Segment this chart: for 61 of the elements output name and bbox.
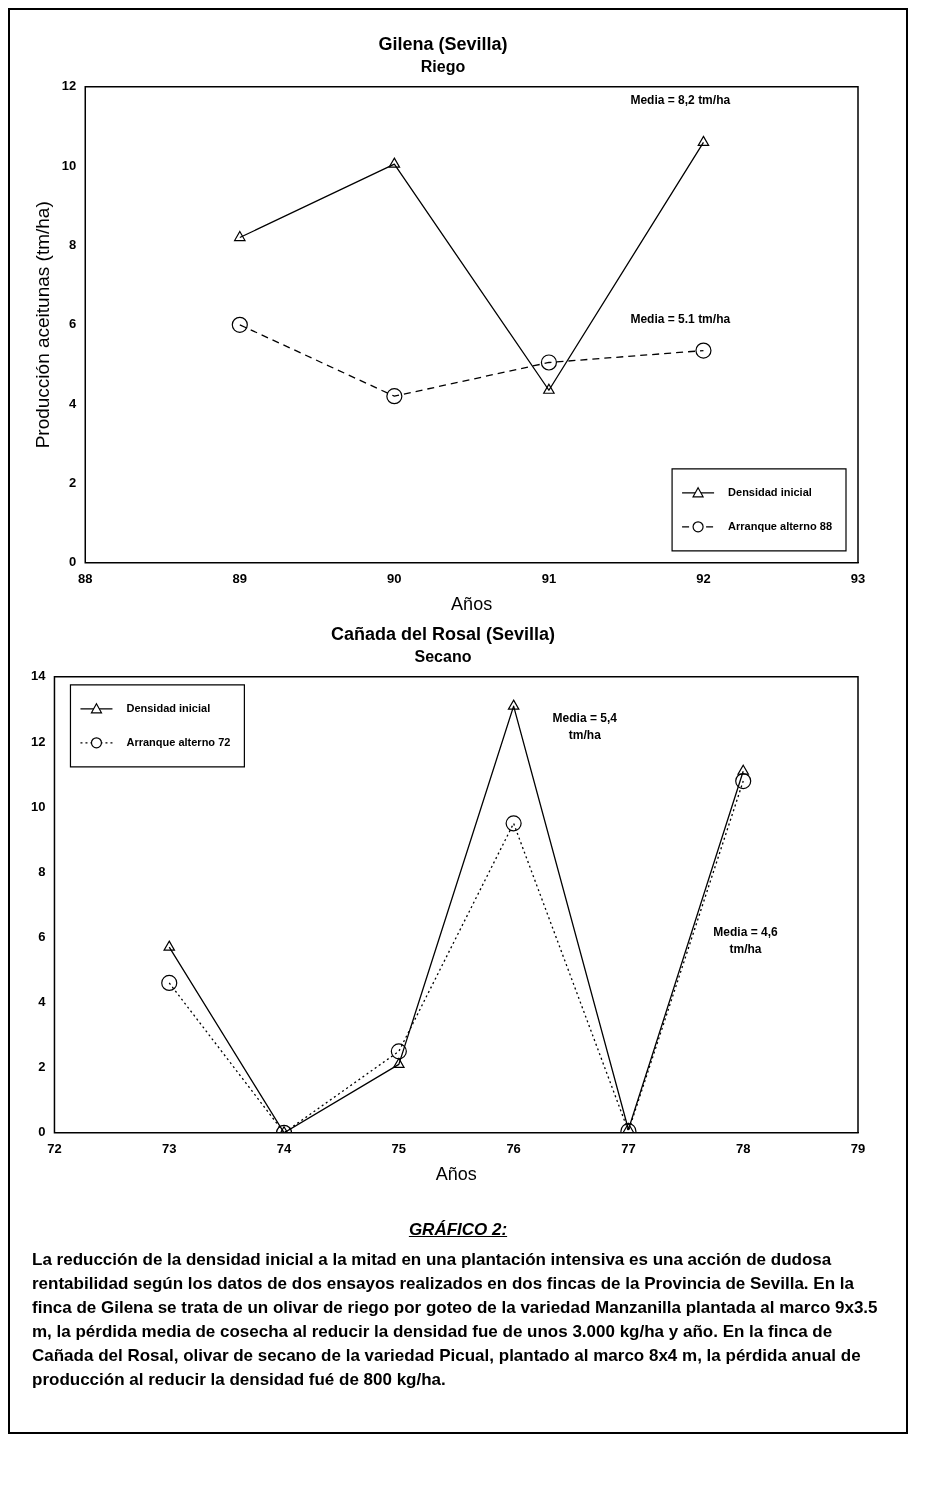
x-tick-label: 93 xyxy=(850,571,866,587)
x-tick-label: 75 xyxy=(391,1141,407,1157)
y-tick-label: 8 xyxy=(38,863,46,879)
y-tick-label: 6 xyxy=(69,316,77,332)
x-tick-label: 88 xyxy=(78,571,93,587)
point xyxy=(393,1057,405,1068)
y-tick-label: 8 xyxy=(69,237,77,253)
point xyxy=(697,135,710,146)
point xyxy=(161,974,178,992)
text: GRÁFICO 2: xyxy=(407,1220,509,1240)
chart-title: Cañada del Rosal (Sevilla) xyxy=(330,623,556,644)
point xyxy=(234,230,246,242)
point xyxy=(231,316,248,333)
x-tick-label: 76 xyxy=(506,1141,521,1157)
chart-subtitle: Riego xyxy=(420,57,466,75)
y-tick-label: 2 xyxy=(38,1059,46,1075)
y-tick-label: 10 xyxy=(30,798,46,814)
x-axis-title: Años xyxy=(435,1164,477,1185)
annotation: Media = 5,4 tm/ha xyxy=(552,710,618,742)
text: La reducción de la densidad inicial a la mitad en una plantación intensiva es una acción de dudosa rentabilidad según los datos de dos ensayos realizados en dos fincas de la Provincia de Sevilla. En la finca de Gilena se trata de un olivar de riego por goteo de la variedad Manzanilla plantada al marco 9x3.5 m, la pérdida media de cosecha al reducir la densidad fue de unos 3.000 kg/ha y año. En la finca de Cañada del Rosal, olivar de secano de la variedad Picual, plantado al marco 8x4 m, la pérdida anual de producción al reducir la densidad fué de 800 kg/ha. xyxy=(31,1249,879,1391)
chart-subtitle: Secano xyxy=(414,647,472,665)
annotation: Media = 8,2 tm/ha xyxy=(630,93,731,108)
x-axis-title: Años xyxy=(451,594,493,615)
x-tick-label: 79 xyxy=(850,1141,866,1157)
x-tick-label: 91 xyxy=(541,571,557,587)
chart-title: Gilena (Sevilla) xyxy=(378,33,508,54)
point xyxy=(543,383,555,394)
annotation: Media = 5.1 tm/ha xyxy=(630,312,731,327)
x-tick-label: 90 xyxy=(387,571,402,587)
annotation: Media = 4,6 tm/ha xyxy=(713,925,779,957)
point xyxy=(540,354,557,371)
y-tick-label: 12 xyxy=(61,78,77,94)
y-tick-label: 2 xyxy=(69,475,77,491)
y-tick-label: 4 xyxy=(69,395,78,411)
point xyxy=(735,772,752,790)
point xyxy=(386,388,403,405)
legend-label: Arranque alterno 88 xyxy=(728,519,832,532)
x-tick-label: 78 xyxy=(735,1141,751,1157)
point xyxy=(737,764,750,775)
x-tick-label: 73 xyxy=(162,1141,177,1157)
legend-label: Densidad inicial xyxy=(126,701,211,714)
x-tick-label: 77 xyxy=(621,1141,636,1157)
y-tick-label: 6 xyxy=(38,928,46,944)
y-tick-label: 4 xyxy=(38,994,47,1010)
point xyxy=(163,940,176,951)
y-axis-title: Producción aceitunas (tm/ha) xyxy=(31,201,53,449)
point xyxy=(695,342,712,359)
x-tick-label: 92 xyxy=(696,571,711,587)
y-tick-label: 0 xyxy=(38,1124,46,1140)
point xyxy=(507,699,520,710)
y-tick-label: 0 xyxy=(69,554,77,570)
legend-label: Densidad inicial xyxy=(728,485,812,498)
y-tick-label: 14 xyxy=(30,668,47,684)
point xyxy=(505,815,522,832)
x-tick-label: 74 xyxy=(276,1141,293,1157)
y-tick-label: 10 xyxy=(61,157,77,173)
x-tick-label: 89 xyxy=(232,571,248,587)
legend-label: Arranque alterno 72 xyxy=(126,735,231,748)
y-tick-label: 12 xyxy=(30,733,46,749)
point xyxy=(388,157,401,168)
x-tick-label: 72 xyxy=(47,1141,62,1157)
